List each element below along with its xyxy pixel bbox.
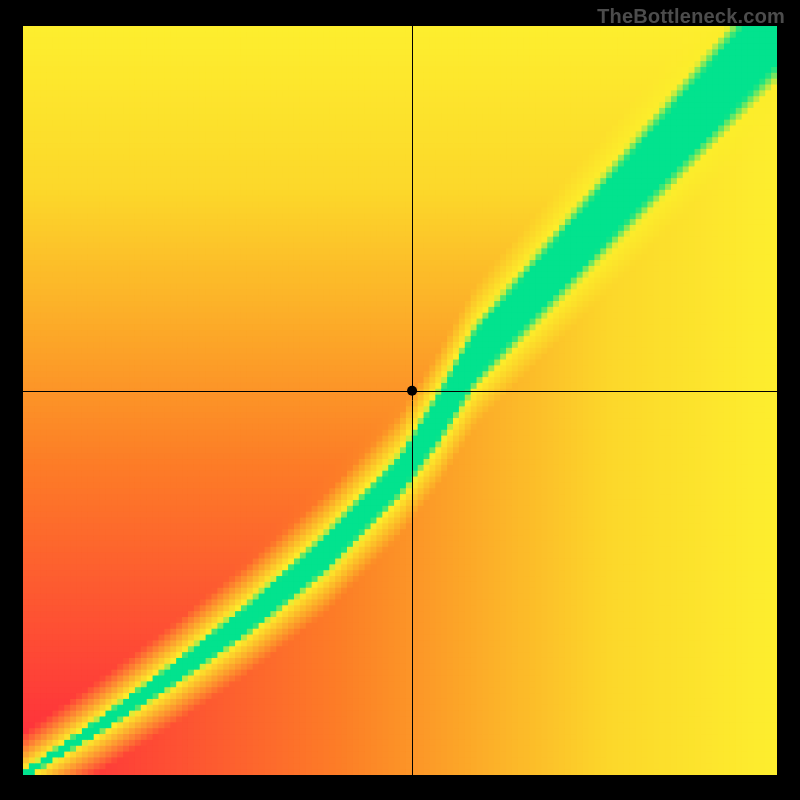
bottleneck-heatmap — [23, 26, 777, 775]
chart-container: TheBottleneck.com — [0, 0, 800, 800]
watermark-text: TheBottleneck.com — [597, 6, 785, 29]
